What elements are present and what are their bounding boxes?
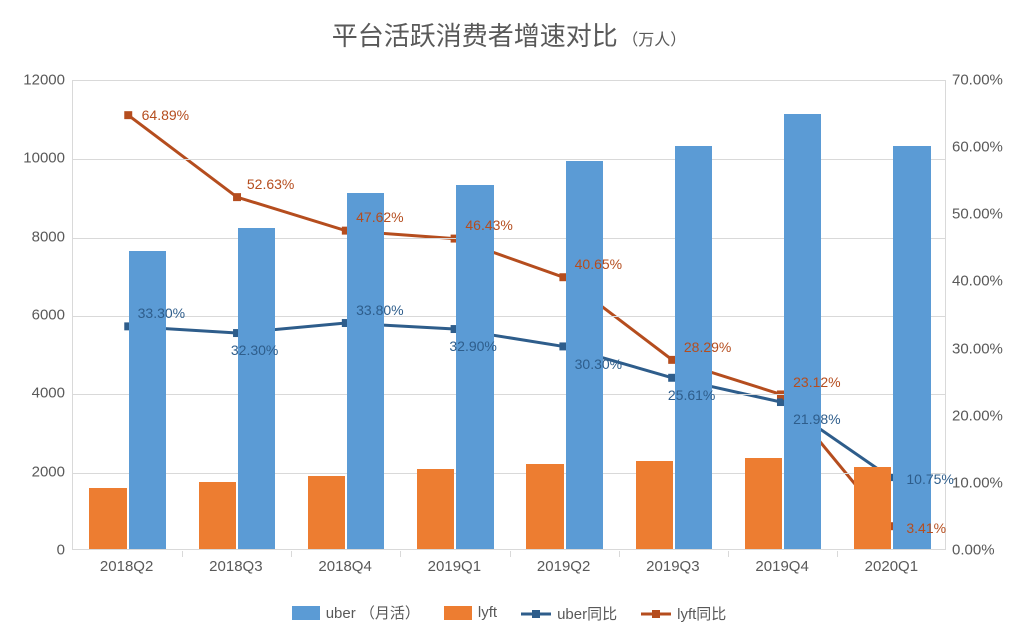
y-right-axis-label: 40.00% bbox=[952, 273, 1014, 290]
lyft-yoy-value-label: 40.65% bbox=[575, 256, 622, 272]
legend-swatch bbox=[521, 608, 551, 620]
uber-yoy-value-label: 21.98% bbox=[793, 411, 840, 427]
lyft-yoy-marker bbox=[233, 193, 241, 201]
y-left-axis-label: 0 bbox=[10, 542, 65, 559]
lyft-bar bbox=[636, 461, 673, 549]
x-tick bbox=[400, 551, 401, 557]
legend-item-uber-mau: uber （月活） bbox=[292, 602, 420, 623]
lyft-bar bbox=[199, 482, 236, 549]
y-left-axis-label: 8000 bbox=[10, 228, 65, 245]
chart-title: 平台活跃消费者增速对比 （万人） bbox=[0, 0, 1018, 53]
lyft-yoy-value-label: 64.89% bbox=[142, 107, 189, 123]
y-right-axis-label: 10.00% bbox=[952, 474, 1014, 491]
x-axis-label: 2018Q3 bbox=[209, 558, 262, 575]
chart-title-sub: （万人） bbox=[622, 32, 686, 49]
y-left-axis-label: 6000 bbox=[10, 307, 65, 324]
x-tick bbox=[728, 551, 729, 557]
lyft-bar bbox=[854, 467, 891, 549]
x-tick bbox=[619, 551, 620, 557]
x-tick bbox=[291, 551, 292, 557]
lyft-bar bbox=[526, 464, 563, 549]
y-right-axis-label: 70.00% bbox=[952, 72, 1014, 89]
legend-label: lyft同比 bbox=[677, 603, 726, 624]
legend: uber （月活） lyft uber同比 lyft同比 bbox=[0, 602, 1018, 624]
legend-label: uber同比 bbox=[557, 603, 617, 624]
lyft-yoy-value-label: 28.29% bbox=[684, 339, 731, 355]
lyft-yoy-value-label: 46.43% bbox=[465, 217, 512, 233]
uber-yoy-value-label: 10.75% bbox=[906, 471, 953, 487]
lyft-yoy-value-label: 47.62% bbox=[356, 209, 403, 225]
x-axis-label: 2020Q1 bbox=[865, 558, 918, 575]
uber-mau-bar bbox=[129, 251, 166, 549]
uber-mau-bar bbox=[893, 146, 930, 549]
legend-swatch bbox=[444, 606, 472, 620]
legend-swatch bbox=[641, 608, 671, 620]
lyft-bar bbox=[308, 476, 345, 549]
uber-yoy-value-label: 33.80% bbox=[356, 302, 403, 318]
y-left-axis-label: 4000 bbox=[10, 385, 65, 402]
x-tick bbox=[182, 551, 183, 557]
lyft-bar bbox=[89, 488, 126, 549]
y-left-axis-label: 2000 bbox=[10, 463, 65, 480]
uber-mau-bar bbox=[238, 228, 275, 549]
legend-item-lyft-yoy: lyft同比 bbox=[641, 603, 726, 624]
y-right-axis-label: 30.00% bbox=[952, 340, 1014, 357]
x-axis-label: 2018Q2 bbox=[100, 558, 153, 575]
x-tick bbox=[510, 551, 511, 557]
uber-yoy-value-label: 25.61% bbox=[668, 387, 715, 403]
lyft-yoy-value-label: 23.12% bbox=[793, 374, 840, 390]
uber-yoy-value-label: 33.30% bbox=[138, 305, 185, 321]
lyft-yoy-marker bbox=[124, 111, 132, 119]
x-axis-label: 2019Q4 bbox=[755, 558, 808, 575]
x-axis-label: 2019Q1 bbox=[428, 558, 481, 575]
y-right-axis-label: 50.00% bbox=[952, 206, 1014, 223]
lyft-yoy-value-label: 3.41% bbox=[906, 520, 946, 536]
uber-yoy-value-label: 30.30% bbox=[575, 356, 622, 372]
x-axis-label: 2019Q2 bbox=[537, 558, 590, 575]
x-axis-label: 2019Q3 bbox=[646, 558, 699, 575]
uber-yoy-value-label: 32.30% bbox=[231, 342, 278, 358]
uber-mau-bar bbox=[347, 193, 384, 549]
lyft-bar bbox=[745, 458, 782, 549]
plot-area: 33.30% 32.30% 33.80% 32.90% 30.30% 25.61% 21.9… bbox=[72, 80, 946, 550]
x-axis-label: 2018Q4 bbox=[318, 558, 371, 575]
y-right-axis-label: 60.00% bbox=[952, 139, 1014, 156]
uber-mau-bar bbox=[784, 114, 821, 549]
chart-title-main: 平台活跃消费者增速对比 bbox=[332, 21, 618, 51]
lyft-yoy-value-label: 52.63% bbox=[247, 176, 294, 192]
x-tick bbox=[837, 551, 838, 557]
legend-swatch bbox=[292, 606, 320, 620]
y-left-axis-label: 10000 bbox=[10, 150, 65, 167]
y-right-axis-label: 0.00% bbox=[952, 542, 1014, 559]
y-right-axis-label: 20.00% bbox=[952, 407, 1014, 424]
legend-item-uber-yoy: uber同比 bbox=[521, 603, 617, 624]
chart-container: 平台活跃消费者增速对比 （万人） 33.30% 32.30% 33.80% 32.90… bbox=[0, 0, 1018, 634]
legend-label: lyft bbox=[478, 604, 497, 621]
uber-yoy-value-label: 32.90% bbox=[449, 338, 496, 354]
uber-mau-bar bbox=[456, 185, 493, 549]
y-left-axis-label: 12000 bbox=[10, 72, 65, 89]
legend-item-lyft: lyft bbox=[444, 604, 497, 621]
legend-label: uber （月活） bbox=[326, 602, 420, 623]
lyft-bar bbox=[417, 469, 454, 549]
